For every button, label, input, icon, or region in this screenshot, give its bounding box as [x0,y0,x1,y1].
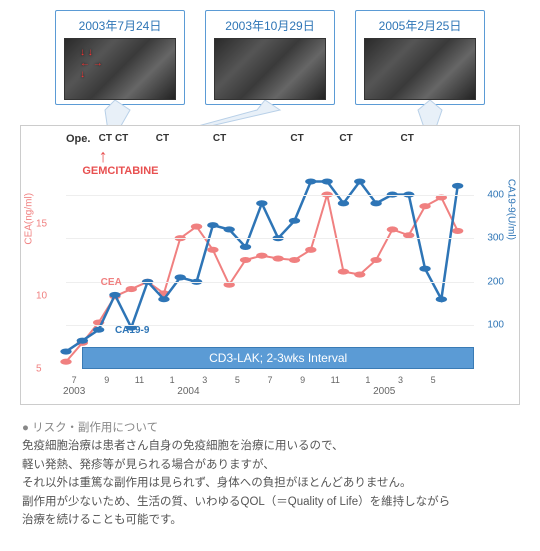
root: 2003年7月24日 2003年10月29日 2005年2月25日 CEA(ng… [0,0,540,539]
notes-line-3: それ以外は重篤な副作用は見られず、身体への負担がほとんどありません。 [22,474,518,492]
thumb-3: 2005年2月25日 [355,10,485,105]
notes-line-2: 軽い発熱、発疹等が見られる場合がありますが、 [22,456,518,474]
thumb-1-date: 2003年7月24日 [64,17,176,34]
thumb-2-img [214,38,326,100]
y-left-label: CEA(ng/ml) [24,193,35,245]
notes-line-4: 副作用が少ないため、生活の質、いわゆるQOL（＝Quality of Life）… [22,493,518,511]
thumb-2-date: 2003年10月29日 [214,17,326,34]
thumb-1: 2003年7月24日 [55,10,185,105]
notes-title: ● リスク・副作用について [22,419,518,437]
notes-section: ● リスク・副作用について 免疫細胞治療は患者さん自身の免疫細胞を治療に用いるの… [22,419,518,529]
thumb-2: 2003年10月29日 [205,10,335,105]
thumb-3-img [364,38,476,100]
notes-line-1: 免疫細胞治療は患者さん自身の免疫細胞を治療に用いるので、 [22,437,518,455]
plot-area: 5101510020030040079111357911135200320042… [66,151,474,369]
chart: CEA(ng/ml) CA19-9(U/ml) 5101510020030040… [20,125,520,405]
notes-line-5: 治療を続けることも可能です。 [22,511,518,529]
thumb-1-img [64,38,176,100]
thumbnail-row: 2003年7月24日 2003年10月29日 2005年2月25日 [10,10,530,105]
y-right-label: CA19-9(U/ml) [506,179,517,240]
thumb-3-date: 2005年2月25日 [364,17,476,34]
